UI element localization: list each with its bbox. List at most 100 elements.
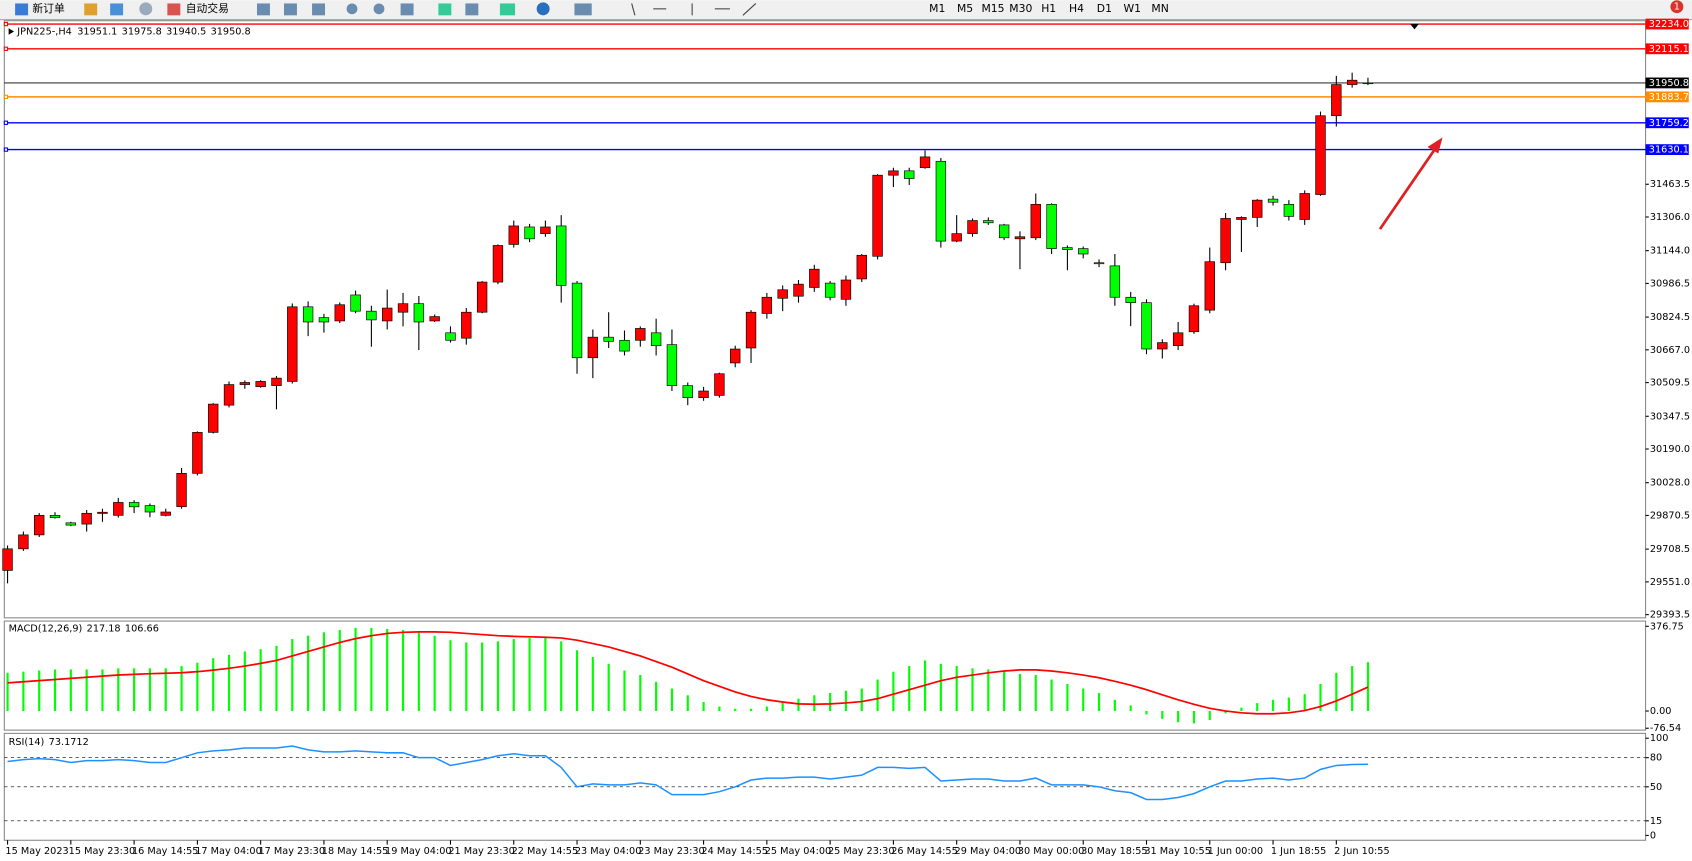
price-level-tag [1645,117,1689,129]
candle-body [302,306,314,323]
timeframe-button[interactable]: M5 [957,2,973,15]
candle-body [1283,203,1295,217]
toolbar-icon[interactable] [465,3,479,16]
toolbar-icon[interactable] [84,3,98,16]
macd-histogram-bar [164,668,167,712]
toolbar [0,0,1692,20]
candle-body [1030,203,1041,239]
macd-histogram-bar [655,681,658,712]
candle-body [160,511,171,516]
toolbar-icon[interactable] [283,3,297,16]
timeframe-button[interactable]: MN [1151,2,1168,15]
candle-body [587,336,599,359]
y-tick-label: 31306.0 [1650,212,1690,223]
macd-histogram-bar [1335,672,1338,712]
indicator-value: 73.1712 [49,737,89,748]
x-tick-label: 26 May 14:55 [891,846,958,857]
rsi-line [7,745,1368,801]
candle-body [603,336,614,342]
candle-body [872,174,883,257]
candle-body [951,233,962,242]
macd-histogram-bar [38,670,41,712]
macd-histogram-bar [702,702,705,712]
notification-badge[interactable] [1670,0,1684,14]
macd-histogram-bar [575,650,579,712]
toolbar-icon[interactable] [110,3,124,16]
x-tick-label: 19 May 04:00 [385,846,452,857]
toolbar-icon[interactable] [139,2,153,16]
indicators[interactable] [499,3,516,16]
macd-histogram-bar [939,663,942,712]
candle-body [176,473,187,507]
timeframe-button[interactable]: W1 [1123,2,1141,15]
candle-body [967,220,978,234]
macd-histogram-bar [1192,711,1196,724]
x-tick-label: 24 May 14:55 [701,846,768,857]
x-tick-label: 23 May 23:30 [638,846,705,857]
macd-histogram-bar [987,669,990,712]
macd-histogram-bar [465,642,468,712]
toolbar-icon[interactable] [400,3,414,16]
candle-body [208,403,219,433]
candle-body [1267,198,1279,203]
price-level-label: 32115.1 [1649,44,1689,55]
toolbar-icon[interactable] [438,3,452,16]
ohlc-value: 31951.1 [77,27,117,38]
autotrade-icon[interactable] [167,3,181,16]
macd-histogram-bar [1351,666,1354,712]
macd-histogram-bar [1177,711,1180,723]
periods[interactable] [536,2,550,16]
autotrade-button[interactable]: 自动交易 [186,2,229,15]
toolbar-icon[interactable] [312,3,326,16]
macd-histogram-bar [180,666,183,712]
timeframe-button[interactable]: M30 [1009,2,1032,15]
timeframe-button[interactable]: M15 [981,2,1004,15]
x-tick-label: 22 May 14:55 [512,846,579,857]
zoom-in[interactable] [346,3,358,15]
candle-body [366,310,377,321]
candle-body [635,328,646,341]
macd-histogram-bar [148,668,152,712]
candle-body [128,502,140,508]
price-level-tag [1645,43,1689,55]
timeframe-button[interactable]: H1 [1041,2,1056,15]
timeframe-button[interactable]: H4 [1069,2,1084,15]
templates[interactable] [574,3,592,16]
macd-histogram-bar [544,637,547,712]
trendline-tool[interactable] [742,3,757,16]
macd-histogram-bar [512,639,515,712]
candle-body [461,311,472,339]
macd-histogram-bar [892,671,895,712]
y-tick-label: 31463.5 [1650,179,1690,190]
candle-body [1331,84,1342,117]
macd-histogram-bar [259,649,262,712]
new-order-icon[interactable] [15,3,29,16]
price-level-label: 31759.2 [1649,118,1689,129]
x-tick-label: 21 May 23:30 [448,846,515,857]
new-order-button[interactable]: 新订单 [32,2,65,15]
macd-histogram-bar [1003,671,1006,712]
candle-body [1093,262,1105,265]
toolbar-icon[interactable] [256,3,270,16]
candle-body [682,385,693,398]
y-tick-label: 100 [1650,733,1669,744]
macd-histogram-bar [338,630,341,712]
price-level-label: 32234.0 [1649,19,1689,30]
macd-histogram-bar [528,637,531,712]
price-level-handle [3,46,9,51]
timeframe-buttons: M1 M5 M15 M30 H1 H4 D1 W1 MN [929,2,1169,15]
zoom-out[interactable] [373,3,385,15]
timeframe-button[interactable]: D1 [1097,2,1112,15]
candle-body [919,156,931,169]
macd-histogram-bar [1224,711,1227,714]
timeframe-button[interactable]: M1 [929,2,945,15]
y-tick-label: 0 [1650,830,1656,841]
macd-histogram-bar [417,632,420,712]
cursor-tool[interactable] [631,3,636,16]
x-tick-label: 15 May 2023 [5,846,68,857]
candle-body [318,317,330,323]
indicator-value: 217.18 [87,624,121,635]
x-tick-label: 30 May 18:55 [1081,846,1148,857]
candle-body [1157,342,1168,350]
